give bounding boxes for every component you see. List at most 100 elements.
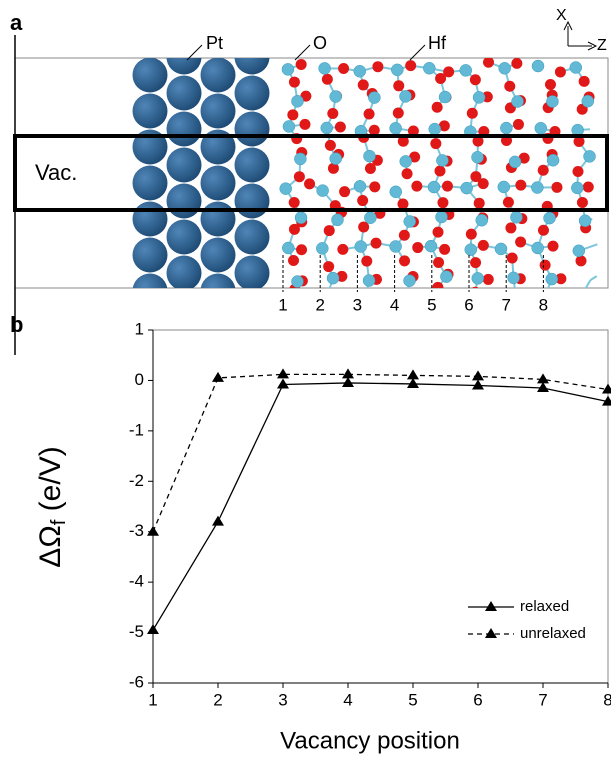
marker [407, 378, 419, 388]
x-tick-label: 1 [148, 690, 157, 709]
hf-atom [573, 245, 585, 257]
pt-atom [167, 328, 202, 363]
o-atom [466, 229, 477, 240]
o-atom [358, 79, 369, 90]
marker [342, 368, 354, 378]
y-axis-label: ΔΩf (e/V) [34, 446, 70, 567]
hf-atom [400, 155, 412, 167]
o-atom [296, 244, 307, 255]
structure-frame [15, 58, 608, 288]
o-atom [369, 181, 380, 192]
o-atom [339, 186, 350, 197]
o-atom [545, 79, 556, 90]
o-atom [430, 138, 441, 149]
o-atom [289, 197, 300, 208]
y-tick-label: 1 [135, 319, 144, 338]
pt-atom [235, 328, 270, 363]
o-atom [412, 242, 423, 253]
hf-atom [544, 212, 556, 224]
y-label-unit: (e/V) [34, 446, 67, 519]
o-atom [470, 257, 481, 268]
hf-atom [476, 214, 488, 226]
hf-atom [423, 62, 435, 74]
hf-atom [546, 273, 558, 285]
hf-atom [319, 62, 331, 74]
hf-atom [317, 185, 329, 197]
position-label: 6 [464, 295, 473, 314]
o-atom [579, 76, 590, 87]
bond [590, 276, 596, 280]
o-atom [435, 73, 446, 84]
hf-atom [354, 65, 366, 77]
position-label: 3 [353, 295, 362, 314]
pt-atom [235, 292, 270, 327]
hf-atom [509, 156, 521, 168]
hf-atom [499, 62, 511, 74]
o-atom [335, 121, 346, 132]
o-atom [296, 59, 307, 70]
marker [472, 379, 484, 389]
hf-atom [330, 153, 342, 165]
pt-atom [201, 58, 236, 93]
hf-atom [472, 272, 484, 284]
pt-atom [133, 274, 168, 309]
marker [537, 373, 549, 383]
pt-atom [167, 292, 202, 327]
pt-atom [133, 202, 168, 237]
o-atom [513, 119, 524, 130]
pt-atom [235, 256, 270, 291]
marker [212, 372, 224, 382]
y-tick-label: -4 [129, 572, 144, 591]
y-label-main: ΔΩ [34, 525, 67, 567]
o-atom [576, 255, 587, 266]
axis-x-label: X [556, 7, 567, 24]
marker [277, 368, 289, 378]
position-label: 7 [501, 295, 510, 314]
position-label: 1 [278, 295, 287, 314]
o-atom [323, 261, 334, 272]
hf-atom [390, 122, 402, 134]
hf-atom [582, 95, 594, 107]
x-tick-label: 4 [343, 690, 352, 709]
o-atom [289, 77, 300, 88]
o-atom [577, 197, 588, 208]
o-atom [439, 244, 450, 255]
x-tick-label: 2 [213, 690, 222, 709]
pt-atom [201, 202, 236, 237]
hf-atom [436, 154, 448, 166]
y-tick-label: -6 [129, 672, 144, 691]
o-atom [371, 238, 382, 249]
hf-atom [571, 182, 583, 194]
marker [407, 369, 419, 379]
o-atom [287, 109, 298, 120]
position-label: 4 [390, 295, 399, 314]
hf-atom [440, 271, 452, 283]
o-atom [337, 244, 348, 255]
o-atom [294, 171, 305, 182]
vacancy-box [15, 136, 607, 210]
marker [212, 516, 224, 526]
hf-atom [390, 186, 402, 198]
o-atom [515, 180, 526, 191]
position-label: 5 [427, 295, 436, 314]
o-atom [573, 166, 584, 177]
hf-atom [316, 242, 328, 254]
o-atom [437, 197, 448, 208]
hf-atom [460, 64, 472, 76]
hf-atom [439, 91, 451, 103]
hf-atom [295, 212, 307, 224]
o-atom [288, 255, 299, 266]
o-atom [361, 256, 372, 267]
o-atom [442, 181, 453, 192]
hf-atom [510, 211, 522, 223]
marker [342, 377, 354, 387]
o-atom [504, 81, 515, 92]
o-atom [327, 108, 338, 119]
hf-atom [363, 275, 375, 287]
marker [472, 370, 484, 380]
y-tick-label: 0 [135, 370, 144, 389]
pt-atom [201, 94, 236, 129]
hf-atom [512, 96, 524, 108]
o-atom [483, 274, 494, 285]
hf-atom [495, 243, 507, 255]
